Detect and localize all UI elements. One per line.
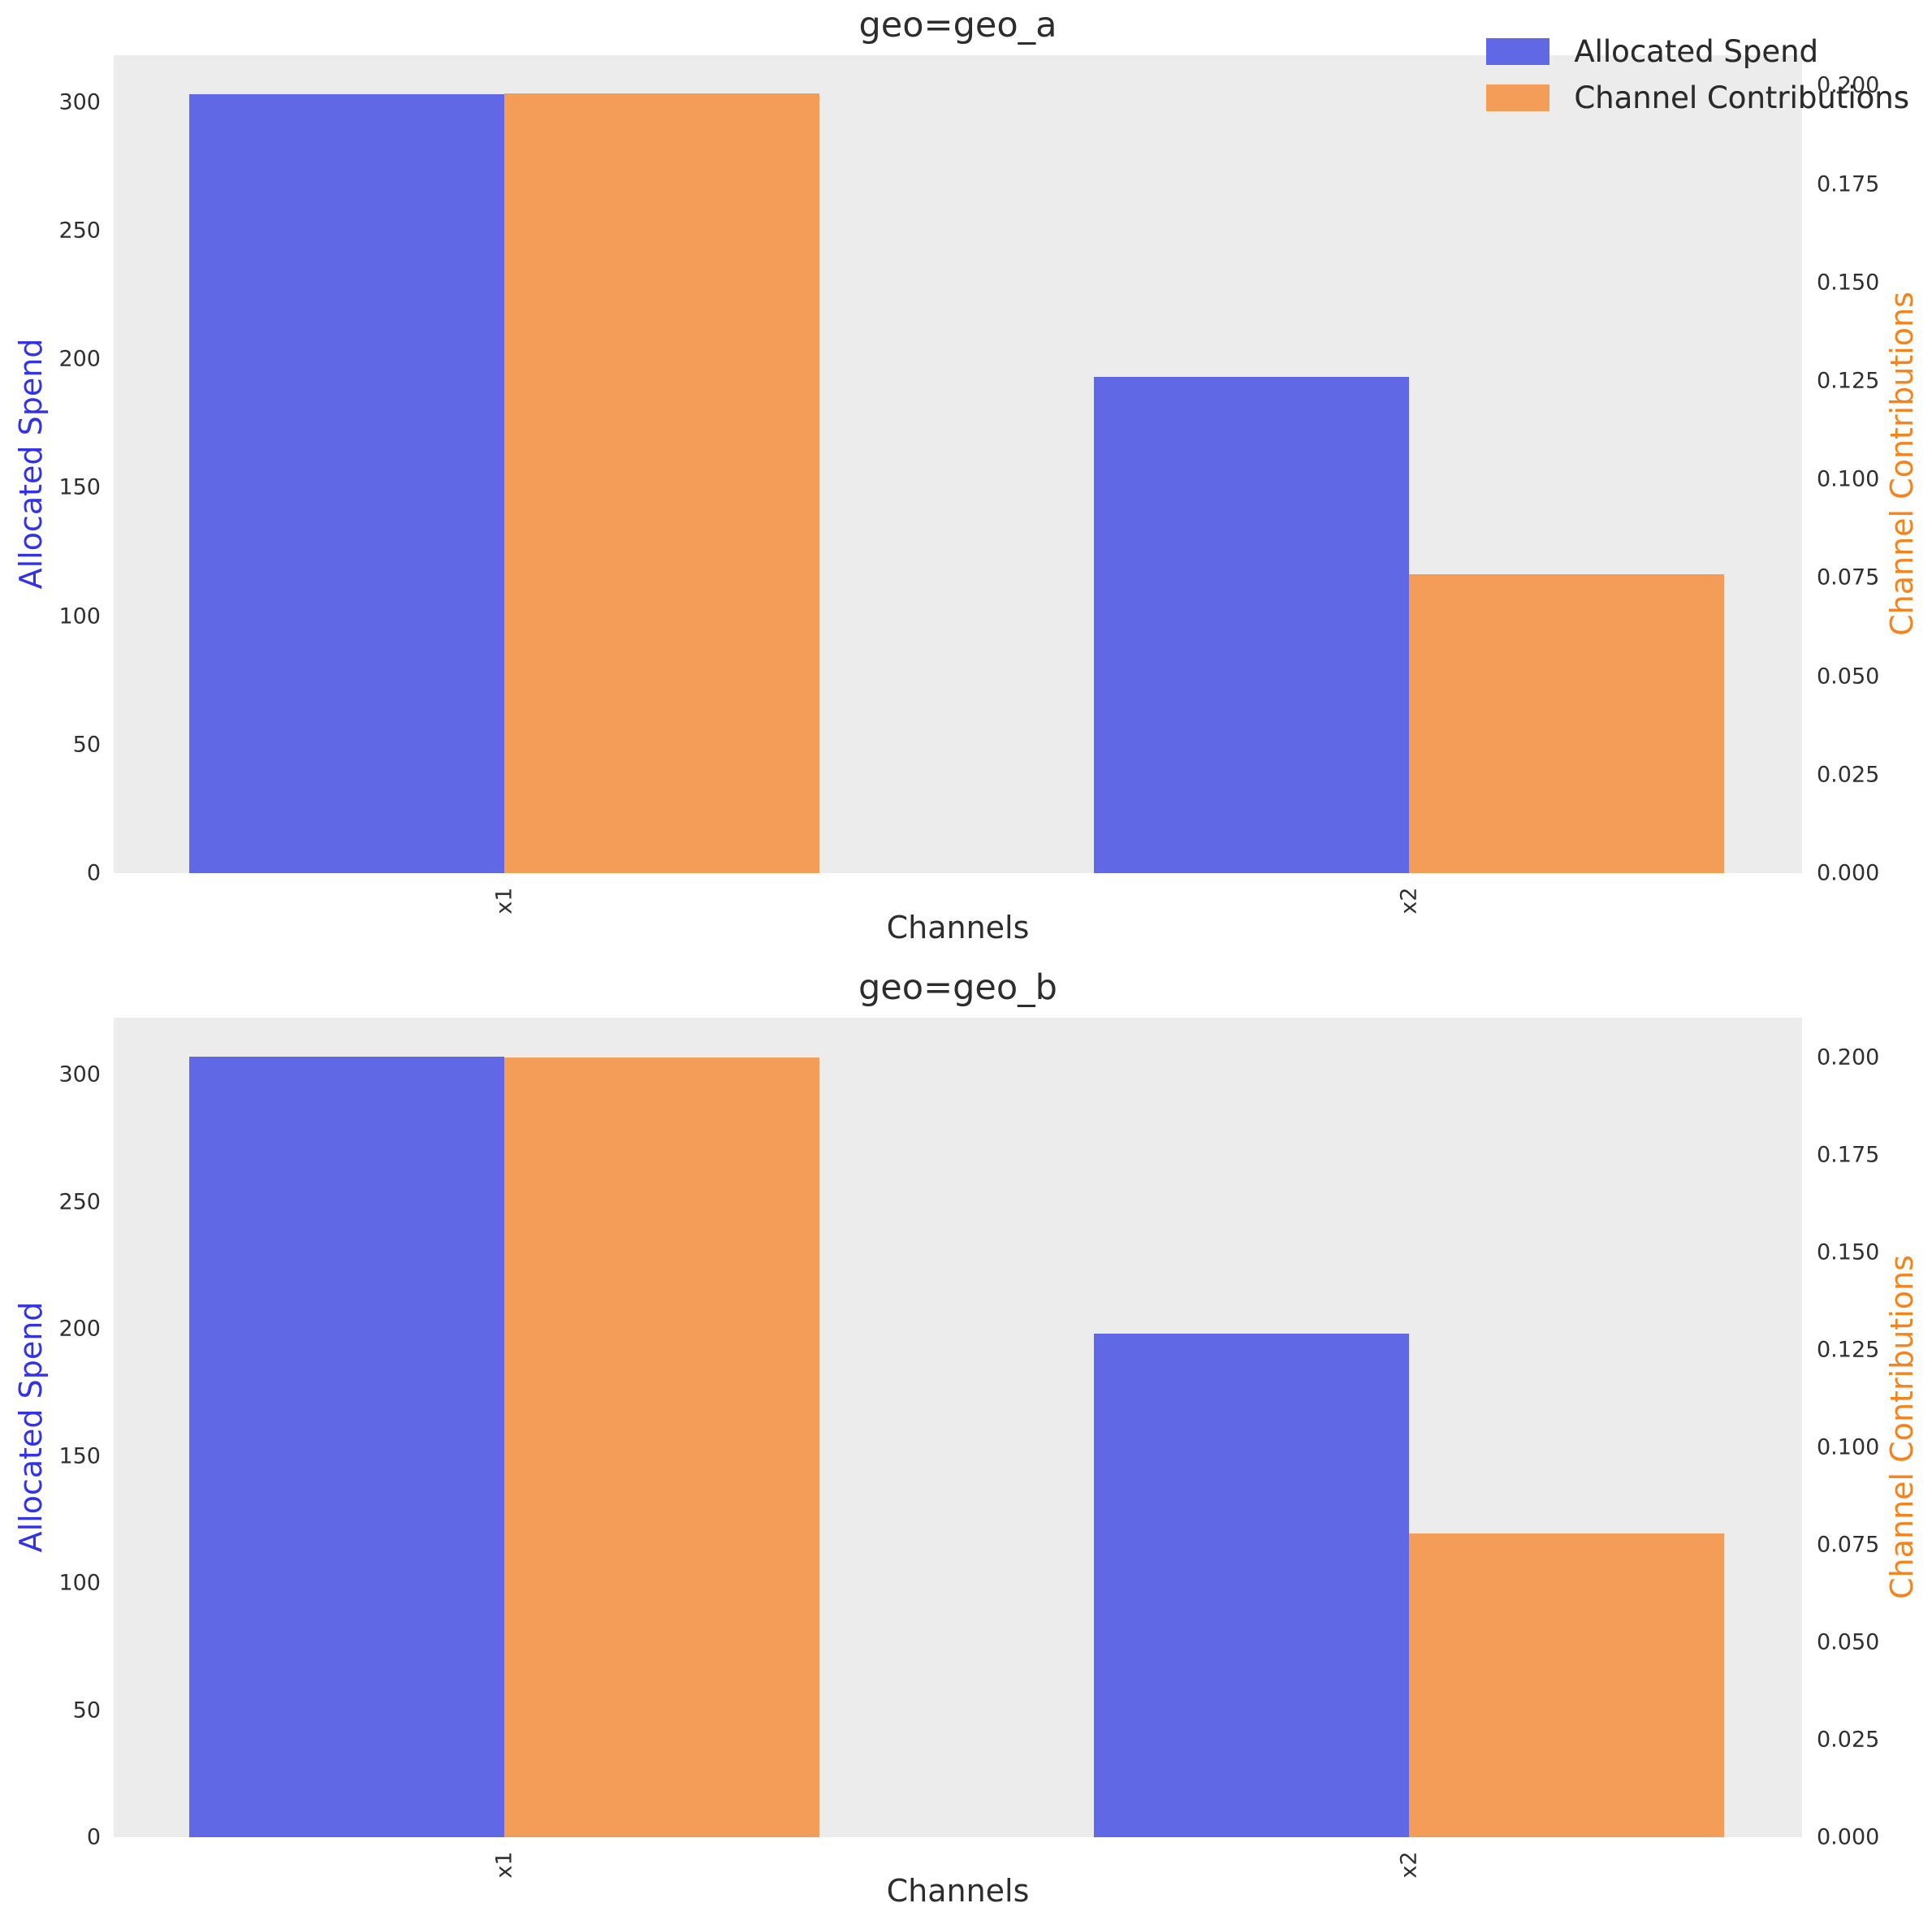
chart-title: geo=geo_a xyxy=(858,5,1057,45)
right-y-tick-label: 0.050 xyxy=(1817,664,1880,690)
left-y-tick-label: 50 xyxy=(72,732,101,758)
right-y-tick-label: 0.200 xyxy=(1817,1045,1880,1070)
left-y-tick-label: 0 xyxy=(86,1824,101,1850)
bar-allocated-spend-x2 xyxy=(1094,1334,1409,1837)
left-y-tick-label: 50 xyxy=(72,1698,101,1724)
right-y-tick-label: 0.075 xyxy=(1817,564,1880,590)
left-y-tick-label: 150 xyxy=(58,1443,101,1469)
legend-label-channel-contributions: Channel Contributions xyxy=(1574,80,1909,115)
bar-allocated-spend-x1 xyxy=(189,94,505,873)
left-y-tick-label: 300 xyxy=(58,89,101,115)
right-y-tick-label: 0.150 xyxy=(1817,1239,1880,1265)
right-y-axis-label: Channel Contributions xyxy=(1884,1255,1920,1599)
bar-allocated-spend-x1 xyxy=(189,1057,505,1837)
left-y-tick-label: 100 xyxy=(58,1570,101,1596)
chart-title: geo=geo_b xyxy=(858,967,1057,1008)
legend-label-allocated-spend: Allocated Spend xyxy=(1574,34,1819,69)
plot-area xyxy=(114,55,1802,873)
right-y-tick-label: 0.175 xyxy=(1817,1142,1880,1168)
legend-item-allocated-spend: Allocated Spend xyxy=(1486,34,1909,69)
right-y-tick-label: 0.075 xyxy=(1817,1532,1880,1558)
x-tick-label: x2 xyxy=(1396,1851,1422,1879)
plot-area xyxy=(114,1018,1802,1837)
left-y-tick-label: 250 xyxy=(58,1189,101,1215)
legend-label-channel-contributions: Channel Contributions xyxy=(1574,80,1909,115)
right-y-tick-label: 0.050 xyxy=(1817,1629,1880,1655)
x-tick-label: x1 xyxy=(491,1851,517,1879)
left-y-axis-label: Allocated Spend xyxy=(13,1301,49,1553)
legend: Allocated Spend Channel Contributions xyxy=(1486,34,1909,115)
right-y-tick-label: 0.200 xyxy=(1817,72,1880,98)
right-y-tick-label: 0.150 xyxy=(1817,270,1880,296)
left-y-tick-label: 200 xyxy=(58,346,101,372)
legend-item-channel-contributions: Channel Contributions xyxy=(1486,80,1909,115)
legend-label-allocated-spend: Allocated Spend xyxy=(1574,34,1819,69)
left-y-tick-label: 100 xyxy=(58,603,101,629)
bar-channel-contributions-x1 xyxy=(504,1057,820,1837)
right-y-tick-label: 0.000 xyxy=(1817,860,1880,886)
right-y-tick-label: 0.100 xyxy=(1817,466,1880,492)
left-y-tick-label: 0 xyxy=(86,860,101,886)
right-y-tick-label: 0.175 xyxy=(1817,171,1880,197)
x-axis-label: Channels xyxy=(886,910,1030,945)
right-y-tick-label: 0.025 xyxy=(1817,1727,1880,1753)
right-y-tick-label: 0.125 xyxy=(1817,1337,1880,1363)
right-y-tick-label: 0.125 xyxy=(1817,368,1880,394)
left-y-tick-label: 250 xyxy=(58,218,101,244)
bar-channel-contributions-x1 xyxy=(504,93,820,873)
legend-swatch-allocated-spend xyxy=(1486,38,1550,65)
right-y-tick-label: 0.100 xyxy=(1817,1434,1880,1460)
right-y-tick-label: 0.025 xyxy=(1817,762,1880,788)
left-y-tick-label: 300 xyxy=(58,1062,101,1088)
left-y-tick-label: 200 xyxy=(58,1316,101,1342)
x-axis-label: Channels xyxy=(886,1873,1030,1909)
bar-channel-contributions-x2 xyxy=(1409,1533,1724,1837)
bar-channel-contributions-x2 xyxy=(1409,573,1724,873)
right-y-tick-label: 0.000 xyxy=(1817,1824,1880,1850)
legend-swatch-channel-contributions xyxy=(1486,84,1550,111)
left-y-tick-label: 150 xyxy=(58,474,101,500)
bar-allocated-spend-x2 xyxy=(1094,377,1409,873)
